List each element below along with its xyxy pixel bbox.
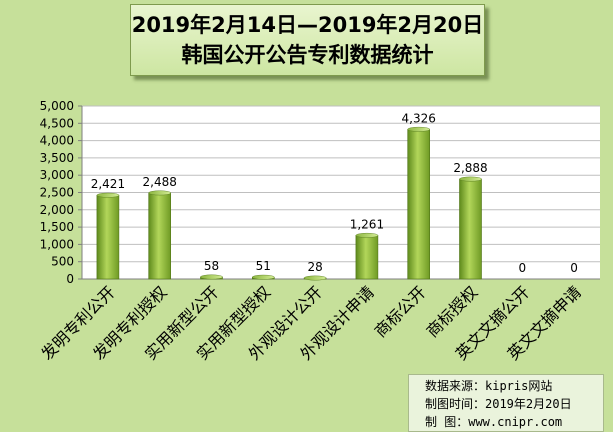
y-tick-label: 3,000 — [40, 168, 74, 182]
y-tick-label: 1,000 — [40, 237, 74, 251]
chart-date-line: 制图时间：2019年2月20日 — [425, 397, 572, 411]
category-label: 商标公开 — [371, 282, 430, 341]
y-tick-label: 1,500 — [40, 220, 74, 234]
bar-top — [459, 176, 482, 182]
data-label: 0 — [518, 261, 526, 275]
bar-top — [303, 275, 327, 281]
chart-title-box: 2019年2月14日—2019年2月20日 韩国公开公告专利数据统计 — [130, 4, 485, 76]
bar-top — [148, 190, 171, 196]
bar-top — [407, 126, 430, 132]
data-label: 0 — [570, 261, 578, 275]
bar — [407, 129, 431, 280]
bar — [96, 194, 120, 280]
bar-top — [96, 192, 120, 198]
data-label: 2,421 — [91, 177, 125, 191]
data-label: 4,326 — [402, 111, 436, 125]
data-label: 2,488 — [143, 175, 177, 189]
bar — [148, 192, 171, 280]
y-tick-label: 3,500 — [40, 151, 74, 165]
data-label: 2,888 — [453, 161, 487, 175]
bar — [355, 235, 379, 280]
data-label: 28 — [307, 260, 322, 274]
data-label: 58 — [204, 259, 219, 273]
y-tick-label: 4,500 — [40, 116, 74, 130]
bar-top — [355, 232, 379, 238]
y-tick-label: 0 — [66, 272, 74, 286]
y-tick-label: 2,000 — [40, 203, 74, 217]
data-label: 51 — [256, 259, 271, 273]
y-tick-label: 5,000 — [40, 99, 74, 113]
data-label: 1,261 — [350, 217, 384, 231]
source-line: 数据来源：kipris网站 — [425, 379, 553, 393]
bar-top — [252, 274, 275, 280]
y-tick-label: 2,500 — [40, 186, 74, 200]
source-box: 数据来源：kipris网站 制图时间：2019年2月20日 制 图：www.cn… — [408, 374, 604, 432]
author-line: 制 图：www.cnipr.com — [425, 415, 563, 429]
y-tick-label: 4,000 — [40, 134, 74, 148]
y-tick-label: 500 — [51, 255, 74, 269]
chart-title-line-1: 2019年2月14日—2019年2月20日 — [131, 13, 484, 37]
chart-title-line-2: 韩国公开公告专利数据统计 — [181, 43, 434, 67]
bar — [459, 178, 482, 280]
bar-top — [200, 274, 223, 280]
